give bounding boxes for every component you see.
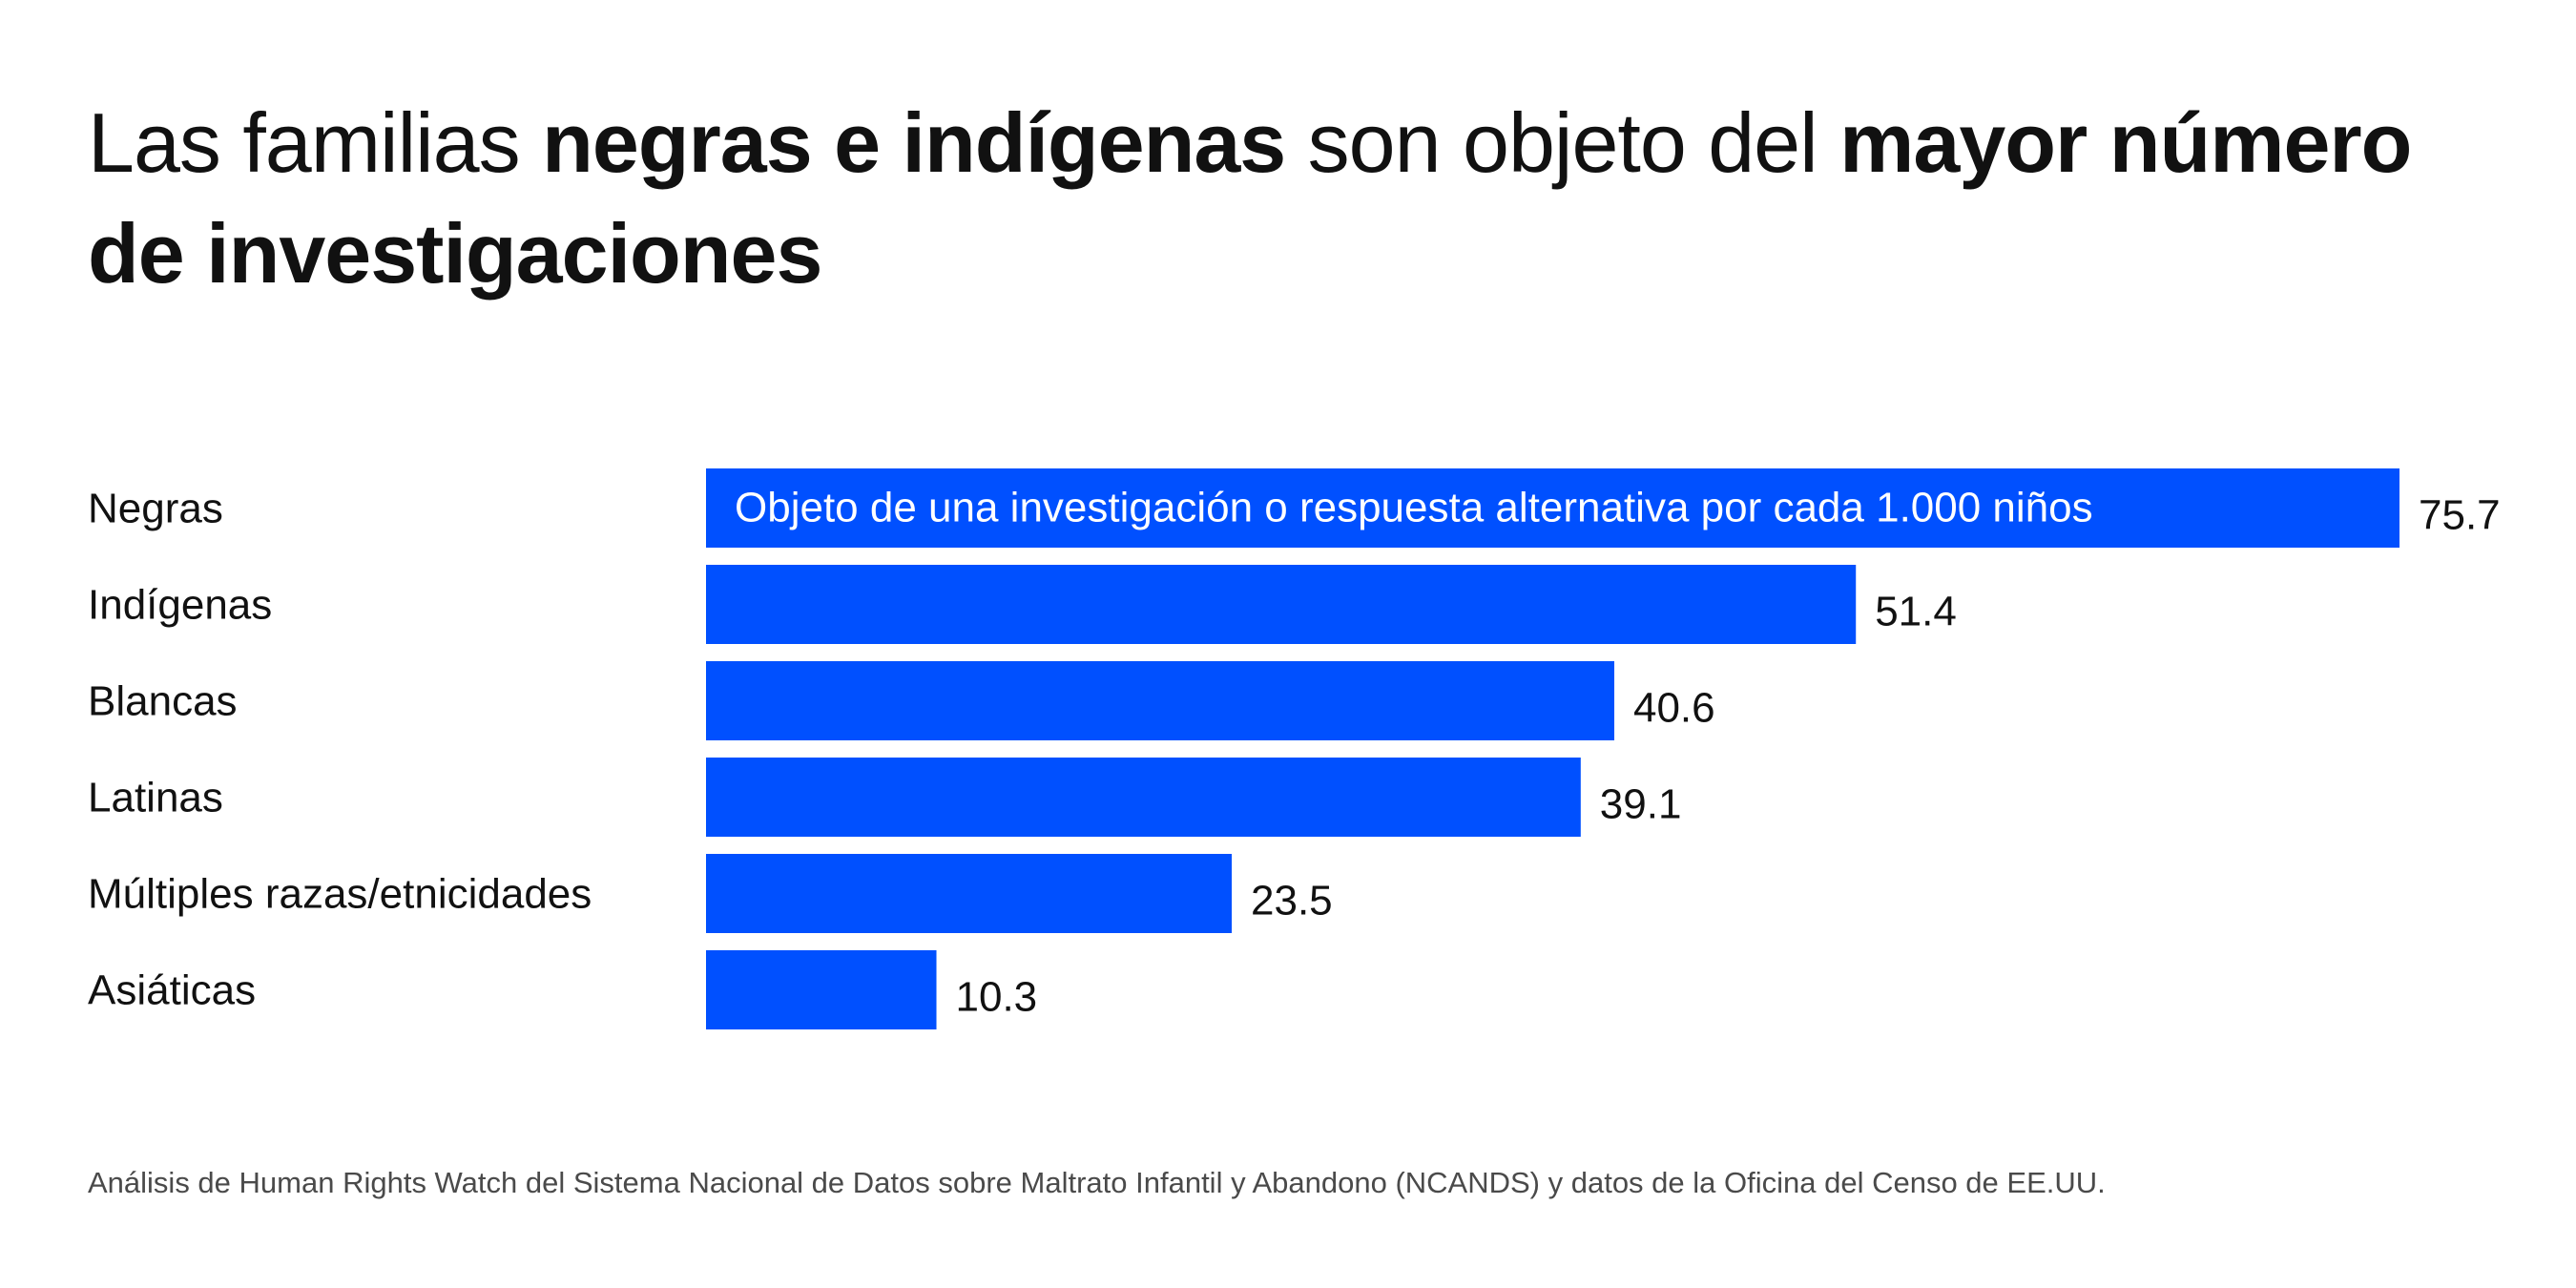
title-part-bold: mayor número de investigaciones	[88, 95, 2412, 301]
category-label: Blancas	[88, 678, 238, 725]
bar-annotation: Objeto de una investigación o respuesta …	[735, 485, 2093, 531]
value-label: 23.5	[1251, 878, 1333, 924]
value-label: 51.4	[1875, 589, 1957, 635]
category-label: Múltiples razas/etnicidades	[88, 871, 592, 918]
value-label: 10.3	[956, 974, 1038, 1021]
value-label: 40.6	[1633, 685, 1715, 732]
category-label: Asiáticas	[88, 967, 256, 1014]
title-part-bold: negras e indígenas	[542, 95, 1286, 190]
bar	[706, 565, 1857, 644]
bar	[706, 661, 1614, 740]
category-label: Indígenas	[88, 582, 272, 629]
bar	[706, 758, 1581, 837]
chart-title: Las familias negras e indígenas son obje…	[88, 88, 2473, 309]
bar	[706, 950, 937, 1029]
category-label: Latinas	[88, 775, 223, 821]
category-label: Negras	[88, 486, 223, 532]
value-label: 75.7	[2419, 492, 2501, 539]
title-part: son objeto del	[1285, 95, 1840, 190]
source-note: Análisis de Human Rights Watch del Siste…	[88, 1166, 2106, 1199]
bar	[706, 854, 1233, 933]
bar	[706, 468, 2399, 548]
value-label: 39.1	[1600, 781, 1682, 828]
title-part: Las familias	[88, 95, 543, 190]
